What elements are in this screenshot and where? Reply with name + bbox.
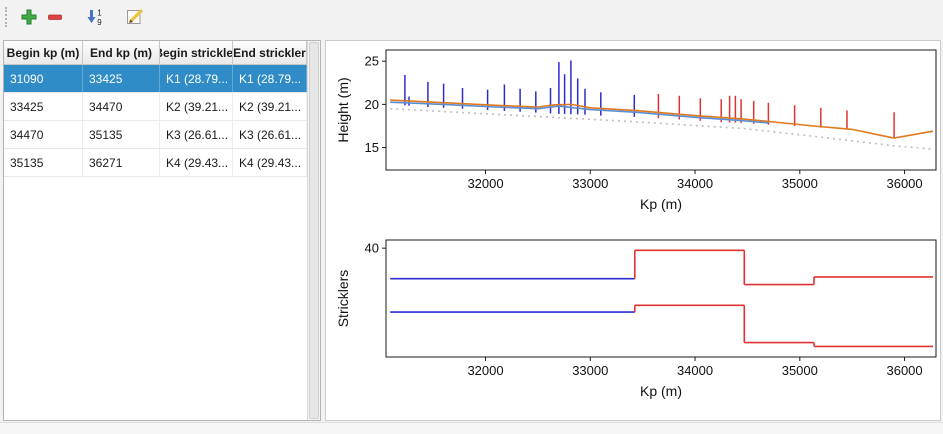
svg-text:Kp (m): Kp (m) (640, 196, 682, 212)
cell-end-kp: 33425 (83, 65, 160, 92)
svg-text:15: 15 (365, 140, 379, 155)
add-row-button[interactable] (16, 4, 42, 30)
cell-begin-strickler: K2 (39.21... (160, 93, 233, 120)
cell-begin-kp: 35135 (4, 149, 83, 176)
cell-end-strickler: K1 (28.79... (233, 65, 307, 92)
minus-icon (48, 14, 62, 20)
svg-text:36000: 36000 (886, 176, 922, 191)
cell-begin-strickler: K3 (26.61... (160, 121, 233, 148)
column-header-end-kp[interactable]: End kp (m) (83, 41, 160, 64)
column-header-end-strickler[interactable]: End strickler (233, 41, 307, 64)
cell-end-kp: 34470 (83, 93, 160, 120)
svg-text:Height (m): Height (m) (335, 77, 351, 142)
scrollbar-thumb[interactable] (309, 42, 319, 419)
svg-text:32000: 32000 (467, 176, 503, 191)
sort-digit-nine: 9 (97, 18, 102, 27)
svg-text:20: 20 (365, 97, 379, 112)
edit-pencil-icon (127, 9, 143, 24)
svg-text:40: 40 (365, 241, 379, 256)
svg-text:Stricklers: Stricklers (335, 270, 351, 328)
svg-text:Kp (m): Kp (m) (640, 383, 682, 399)
edit-button[interactable] (122, 4, 148, 30)
svg-text:35000: 35000 (782, 176, 818, 191)
cell-end-kp: 36271 (83, 149, 160, 176)
table-vertical-scrollbar[interactable] (307, 41, 320, 420)
strickler-zones-table: Begin kp (m) End kp (m) Begin strickler … (3, 40, 321, 421)
svg-text:33000: 33000 (572, 363, 608, 378)
svg-text:34000: 34000 (677, 176, 713, 191)
table-row[interactable]: 35135 36271 K4 (29.43... K4 (29.43... (4, 149, 307, 177)
sort-button[interactable]: 1 9 (82, 4, 108, 30)
height-profile-chart[interactable]: 32000 33000 34000 35000 36000 15 20 25 Kp (m) Hei… (328, 44, 940, 220)
svg-text:35000: 35000 (782, 363, 818, 378)
column-header-begin-strickler[interactable]: Begin strickler (160, 41, 233, 64)
sort-digit-one: 1 (97, 9, 102, 18)
stricklers-chart[interactable]: 32000 33000 34000 35000 36000 40 Kp (m) Strickl… (328, 234, 940, 412)
cell-begin-strickler: K4 (29.43... (160, 149, 233, 176)
table-row[interactable]: 31090 33425 K1 (28.79... K1 (28.79... (4, 65, 307, 93)
cell-end-strickler: K4 (29.43... (233, 149, 307, 176)
cell-end-strickler: K2 (39.21... (233, 93, 307, 120)
svg-text:25: 25 (365, 54, 379, 69)
plus-icon (21, 9, 37, 25)
cell-end-strickler: K3 (26.61... (233, 121, 307, 148)
svg-text:36000: 36000 (886, 363, 922, 378)
sort-1-9-icon: 1 9 (87, 9, 102, 27)
svg-text:33000: 33000 (572, 176, 608, 191)
cell-end-kp: 35135 (83, 121, 160, 148)
svg-text:32000: 32000 (467, 363, 503, 378)
table-row[interactable]: 34470 35135 K3 (26.61... K3 (26.61... (4, 121, 307, 149)
cell-begin-kp: 33425 (4, 93, 83, 120)
cell-begin-kp: 31090 (4, 65, 83, 92)
cell-begin-kp: 34470 (4, 121, 83, 148)
table-row[interactable]: 33425 34470 K2 (39.21... K2 (39.21... (4, 93, 307, 121)
remove-row-button[interactable] (42, 4, 68, 30)
svg-text:34000: 34000 (677, 363, 713, 378)
cell-begin-strickler: K1 (28.79... (160, 65, 233, 92)
status-bar (0, 422, 943, 434)
column-header-begin-kp[interactable]: Begin kp (m) (4, 41, 83, 64)
toolbar-drag-handle[interactable] (5, 7, 9, 27)
table-header-row: Begin kp (m) End kp (m) Begin strickler … (4, 41, 307, 65)
toolbar: 1 9 (0, 0, 943, 34)
charts-panel: 32000 33000 34000 35000 36000 15 20 25 Kp (m) Hei… (325, 40, 941, 421)
